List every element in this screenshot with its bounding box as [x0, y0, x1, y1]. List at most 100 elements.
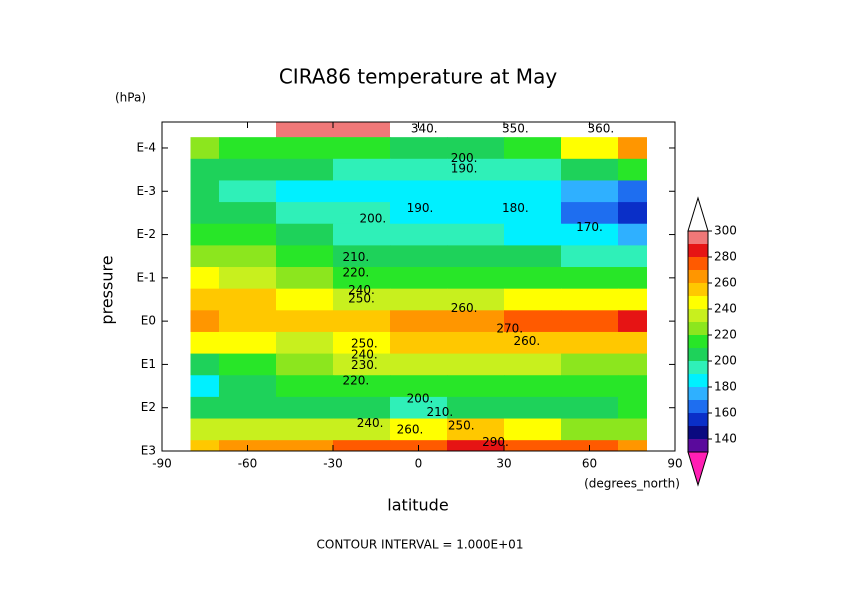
- field-cell: [190, 122, 220, 138]
- field-cell: [219, 137, 277, 160]
- field-cell: [333, 353, 391, 376]
- field-cell: [219, 245, 277, 268]
- colorbar-tick-label: 180: [714, 380, 737, 394]
- field-cell: [219, 396, 277, 420]
- colorbar-block: [688, 322, 708, 335]
- y-tick-label: E1: [141, 357, 156, 371]
- contour-label: 240.: [348, 283, 375, 297]
- contour-label: 250.: [348, 292, 375, 306]
- field-cell: [618, 180, 647, 203]
- colorbar-tick-label: 220: [714, 328, 737, 342]
- field-cell: [561, 288, 619, 311]
- x-tick-label: 60: [582, 457, 597, 471]
- x-tick-label: -30: [323, 457, 343, 471]
- contour-labels: 200.190.200.190.180.170.210.220.240.250.…: [342, 121, 614, 448]
- field-cell: [447, 122, 505, 138]
- field-cell: [219, 122, 277, 138]
- field-cell: [561, 122, 619, 138]
- x-axis-label: latitude: [387, 496, 448, 515]
- field-cell: [561, 331, 619, 355]
- x-tick-label: 30: [496, 457, 511, 471]
- field-cell: [190, 223, 220, 246]
- field-cell: [504, 288, 562, 311]
- colorbar-block: [688, 361, 708, 374]
- field-cell: [618, 331, 647, 355]
- field-cell: [447, 353, 505, 376]
- field-cell: [561, 353, 619, 376]
- field-cell: [561, 158, 619, 181]
- colorbar-block: [688, 348, 708, 361]
- field-cell: [276, 122, 334, 138]
- field-cell: [504, 440, 562, 452]
- colorbar-block: [688, 426, 708, 439]
- field-cell: [190, 180, 220, 203]
- field-cell: [618, 245, 647, 268]
- field-cell: [561, 310, 619, 333]
- field-cell: [333, 158, 391, 181]
- field-cell: [190, 267, 220, 290]
- colorbar-block: [688, 374, 708, 387]
- field-cell: [276, 223, 334, 246]
- field-cell: [390, 353, 448, 376]
- y-tick-label: E-2: [136, 227, 156, 241]
- contour-label: 210.: [427, 405, 454, 419]
- contour-label: 340.: [411, 121, 438, 135]
- field-cell: [390, 267, 448, 290]
- contour-label: 210.: [342, 250, 369, 264]
- contour-label: 230.: [351, 358, 378, 372]
- field-cell: [219, 288, 277, 311]
- contour-label: 260.: [397, 422, 424, 436]
- field-cell: [276, 353, 334, 376]
- x-tick-label: -90: [152, 457, 172, 471]
- field-cell: [333, 375, 391, 398]
- contour-label: 290.: [482, 435, 509, 449]
- field-cell: [504, 180, 562, 203]
- field-cell: [618, 122, 647, 138]
- field-cell: [219, 158, 277, 181]
- field-cell: [504, 122, 562, 138]
- field-cell: [618, 418, 647, 441]
- colorbar-block: [688, 439, 708, 452]
- field-cell: [618, 267, 647, 290]
- field-cell: [504, 223, 562, 246]
- x-tick-label: 90: [667, 457, 682, 471]
- field-cell: [447, 440, 505, 452]
- field-cell: [276, 137, 334, 160]
- field-cell: [190, 288, 220, 311]
- field-cell: [504, 245, 562, 268]
- chart-title: CIRA86 temperature at May: [279, 65, 557, 89]
- field-cell: [618, 223, 647, 246]
- colorbar-tick-label: 160: [714, 406, 737, 420]
- field-cell: [276, 245, 334, 268]
- colorbar-block: [688, 387, 708, 400]
- field-cell: [219, 331, 277, 355]
- field-cell: [447, 223, 505, 246]
- x-units: (degrees_north): [584, 477, 680, 491]
- field-cell: [333, 331, 391, 355]
- field-cell: [390, 375, 448, 398]
- field-cell: [618, 396, 647, 420]
- field-cell: [333, 418, 391, 441]
- field-cell: [219, 202, 277, 225]
- field-cell: [190, 375, 220, 398]
- field-cell: [333, 396, 391, 420]
- field-cell: [190, 353, 220, 376]
- field-cell: [276, 288, 334, 311]
- x-tick-label: 0: [415, 457, 423, 471]
- field-cell: [504, 202, 562, 225]
- footnote: CONTOUR INTERVAL = 1.000E+01: [317, 538, 524, 552]
- field-cell: [276, 396, 334, 420]
- field-cell: [219, 310, 277, 333]
- field-cell: [333, 267, 391, 290]
- field-cell: [219, 353, 277, 376]
- field-cell: [333, 122, 391, 138]
- contour-label: 240.: [357, 416, 384, 430]
- field-cell: [219, 418, 277, 441]
- field-cell: [190, 331, 220, 355]
- colorbar-block: [688, 257, 708, 270]
- field-cell: [276, 418, 334, 441]
- field-cell: [390, 180, 448, 203]
- contour-label: 170.: [576, 220, 603, 234]
- y-tick-label: E0: [141, 314, 156, 328]
- field-cell: [447, 180, 505, 203]
